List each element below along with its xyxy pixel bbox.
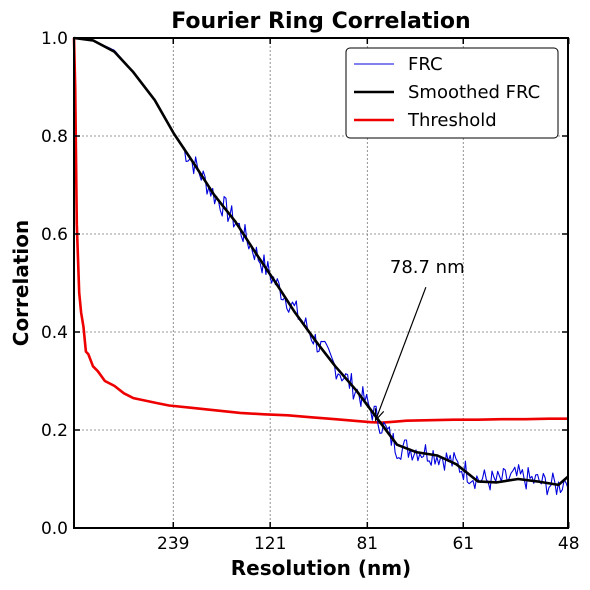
annotation-arrow-shaft (375, 286, 427, 421)
plot-frame (73, 37, 569, 529)
x-tick-label: 121 (254, 534, 286, 554)
annotation-arrow-head (374, 408, 385, 422)
x-axis-title: Resolution (nm) (231, 556, 411, 580)
y-tick-label: 0.6 (41, 225, 68, 245)
x-tick-label: 81 (356, 534, 378, 554)
legend-label: Smoothed FRC (408, 82, 540, 103)
chart-title: Fourier Ring Correlation (171, 9, 470, 34)
legend-box (345, 47, 559, 139)
series-layer (72, 36, 569, 496)
tick-layer: 0.0 0.2 0.4 0.6 0.8 1.0 239 121 81 61 48 (41, 29, 580, 554)
y-tick-label: 0.2 (41, 421, 68, 441)
y-tick-label: 0.0 (41, 519, 68, 539)
legend: FRC Smoothed FRC Threshold (345, 47, 559, 139)
y-tick-label: 1.0 (41, 29, 68, 49)
y-tick-label: 0.8 (41, 127, 68, 147)
legend-label: Threshold (407, 110, 497, 131)
annotation-layer: 78.7 nm (374, 257, 465, 422)
x-tick-label: 239 (157, 534, 189, 554)
series-line-smoothed-frc (73, 36, 569, 487)
legend-label: FRC (408, 54, 443, 75)
resolution-annotation: 78.7 nm (390, 257, 465, 278)
y-tick-label: 0.4 (41, 323, 68, 343)
x-tick-label: 48 (558, 534, 580, 554)
y-axis-title: Correlation (9, 220, 33, 346)
series-line-threshold (72, 37, 568, 424)
x-tick-label: 61 (452, 534, 474, 554)
